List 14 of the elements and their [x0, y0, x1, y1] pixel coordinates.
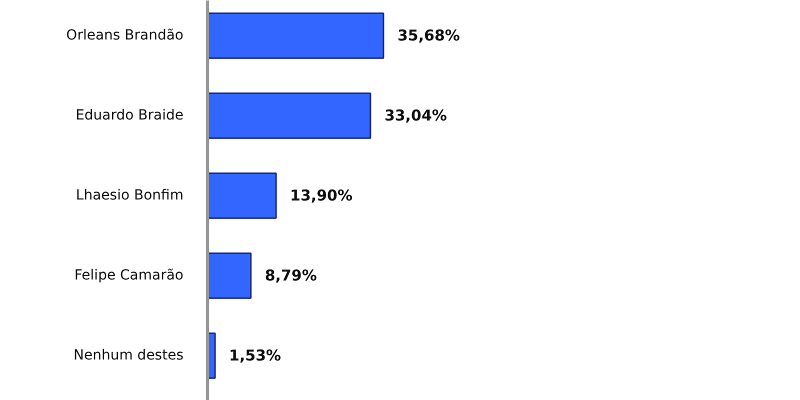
data-label: 35,68% [397, 26, 460, 45]
data-label: 13,90% [290, 186, 353, 205]
data-label: 8,79% [264, 266, 317, 285]
data-label: 33,04% [384, 106, 447, 125]
y-tick-label: Lhaesio Bonfim [76, 188, 184, 204]
y-tick-label: Eduardo Braide [76, 108, 184, 124]
data-label: 1,53% [229, 346, 282, 365]
y-tick-label: Nenhum destes [74, 348, 184, 364]
bar [208, 92, 372, 139]
y-tick-label: Orleans Brandão [66, 28, 184, 44]
bar [208, 12, 384, 59]
y-tick-label: Felipe Camarão [74, 268, 184, 284]
bar [208, 252, 252, 299]
bar [208, 172, 277, 219]
